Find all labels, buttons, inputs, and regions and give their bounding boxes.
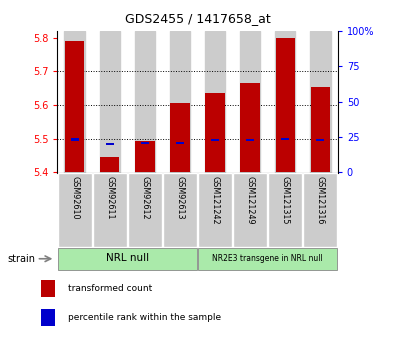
Bar [64, 31, 85, 172]
Bar [100, 157, 120, 172]
Text: GSM92612: GSM92612 [140, 176, 149, 220]
Bar [176, 142, 184, 144]
Bar [205, 93, 225, 172]
Bar [240, 31, 260, 172]
Text: strain: strain [8, 254, 36, 264]
Bar [128, 172, 162, 247]
Bar [71, 138, 79, 140]
Text: percentile rank within the sample: percentile rank within the sample [68, 313, 221, 322]
Bar [310, 87, 330, 172]
Bar [100, 31, 120, 172]
Bar [41, 309, 55, 326]
Bar [275, 31, 295, 172]
Bar [41, 280, 55, 296]
Bar [316, 139, 324, 141]
Text: GSM92613: GSM92613 [175, 176, 184, 220]
Text: GSM92611: GSM92611 [105, 176, 115, 220]
Bar [198, 172, 232, 247]
Bar [246, 139, 254, 141]
Text: GSM121316: GSM121316 [316, 176, 325, 225]
Bar [281, 138, 289, 140]
Bar [170, 104, 190, 172]
Bar [211, 139, 219, 141]
Text: transformed count: transformed count [68, 284, 152, 293]
Bar [205, 31, 226, 172]
Bar [93, 172, 127, 247]
Bar [198, 248, 337, 270]
Text: GSM121242: GSM121242 [211, 176, 220, 225]
Text: NRL null: NRL null [106, 253, 149, 263]
Bar [163, 172, 197, 247]
Bar [310, 31, 331, 172]
Bar [65, 41, 85, 172]
Bar [233, 172, 267, 247]
Text: NR2E3 transgene in NRL null: NR2E3 transgene in NRL null [212, 254, 323, 263]
Bar [169, 31, 190, 172]
Text: GSM92610: GSM92610 [70, 176, 79, 220]
Bar [58, 248, 197, 270]
Bar [275, 38, 295, 172]
Text: GSM121315: GSM121315 [280, 176, 290, 225]
Bar [135, 31, 155, 172]
Bar [141, 142, 149, 144]
Text: GDS2455 / 1417658_at: GDS2455 / 1417658_at [125, 12, 270, 25]
Bar [303, 172, 337, 247]
Bar [135, 140, 154, 172]
Bar [106, 142, 114, 145]
Bar [241, 83, 260, 172]
Text: GSM121249: GSM121249 [246, 176, 255, 225]
Bar [268, 172, 302, 247]
Bar [58, 172, 92, 247]
